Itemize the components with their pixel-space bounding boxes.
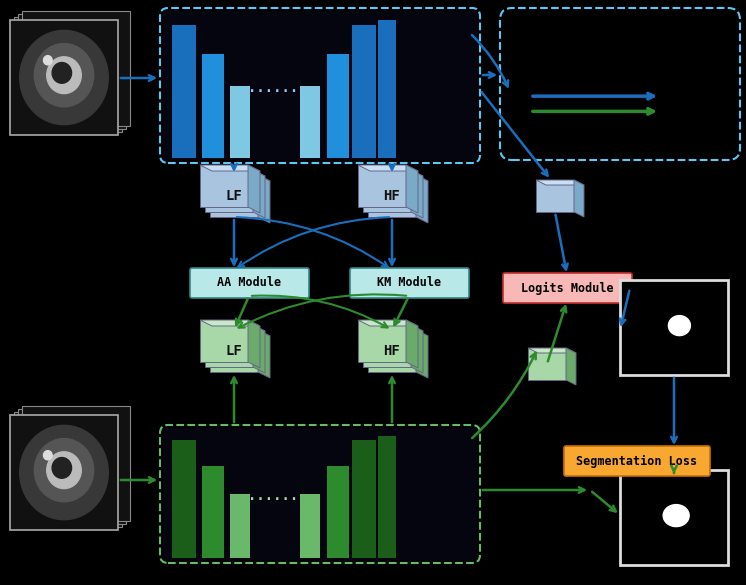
Bar: [205, 325, 253, 367]
Bar: [22, 11, 130, 126]
Polygon shape: [536, 180, 584, 185]
Text: HF: HF: [383, 189, 401, 203]
Bar: [363, 170, 411, 212]
Polygon shape: [205, 325, 265, 331]
Polygon shape: [358, 320, 418, 326]
Text: HF: HF: [383, 344, 401, 358]
Bar: [536, 180, 574, 212]
Bar: [10, 415, 118, 530]
Text: KM Module: KM Module: [377, 277, 442, 290]
Polygon shape: [566, 348, 576, 385]
Bar: [200, 165, 248, 207]
Bar: [528, 348, 566, 380]
Polygon shape: [258, 330, 270, 378]
Bar: [620, 470, 728, 565]
Polygon shape: [406, 165, 418, 213]
Bar: [368, 330, 416, 372]
Ellipse shape: [34, 439, 94, 502]
Ellipse shape: [663, 505, 689, 526]
Polygon shape: [210, 175, 270, 181]
Ellipse shape: [43, 56, 52, 65]
Bar: [163, 428, 477, 560]
Bar: [210, 330, 258, 372]
Bar: [378, 20, 396, 158]
Bar: [358, 165, 406, 207]
Bar: [327, 54, 349, 158]
Bar: [378, 436, 396, 558]
Bar: [358, 320, 406, 362]
Polygon shape: [248, 320, 260, 368]
Bar: [300, 494, 320, 558]
Bar: [22, 406, 130, 521]
Ellipse shape: [47, 452, 81, 488]
Text: ......: ......: [248, 81, 298, 95]
Bar: [172, 25, 196, 158]
Polygon shape: [406, 320, 418, 368]
Bar: [202, 54, 224, 158]
Polygon shape: [205, 170, 265, 176]
Bar: [210, 175, 258, 217]
Ellipse shape: [47, 57, 81, 94]
Polygon shape: [210, 330, 270, 336]
Polygon shape: [358, 165, 418, 171]
Ellipse shape: [19, 425, 108, 519]
FancyBboxPatch shape: [503, 273, 632, 303]
Polygon shape: [574, 180, 584, 217]
Text: Segmentation Loss: Segmentation Loss: [577, 455, 698, 467]
Text: LF: LF: [225, 189, 242, 203]
Text: ......: ......: [248, 489, 298, 503]
Polygon shape: [411, 170, 423, 218]
Bar: [230, 85, 250, 158]
Text: AA Module: AA Module: [217, 277, 281, 290]
Polygon shape: [253, 170, 265, 218]
Bar: [200, 320, 248, 362]
Ellipse shape: [668, 315, 690, 336]
Ellipse shape: [52, 63, 72, 83]
Bar: [202, 466, 224, 558]
Bar: [620, 280, 728, 375]
Bar: [327, 466, 349, 558]
Polygon shape: [368, 330, 428, 336]
Polygon shape: [200, 165, 260, 171]
Polygon shape: [253, 325, 265, 373]
Ellipse shape: [19, 30, 108, 125]
Polygon shape: [200, 320, 260, 326]
Polygon shape: [528, 348, 576, 353]
Bar: [163, 11, 477, 160]
Ellipse shape: [34, 43, 94, 107]
Bar: [352, 25, 376, 158]
Bar: [352, 441, 376, 558]
Bar: [300, 85, 320, 158]
Bar: [172, 441, 196, 558]
FancyBboxPatch shape: [564, 446, 710, 476]
Bar: [14, 17, 122, 132]
Bar: [18, 14, 126, 129]
Polygon shape: [368, 175, 428, 181]
Polygon shape: [411, 325, 423, 373]
Text: LF: LF: [225, 344, 242, 358]
Ellipse shape: [52, 457, 72, 479]
Text: Logits Module: Logits Module: [521, 281, 614, 294]
Bar: [363, 325, 411, 367]
Bar: [14, 412, 122, 527]
Polygon shape: [363, 170, 423, 176]
Polygon shape: [416, 330, 428, 378]
FancyBboxPatch shape: [190, 268, 309, 298]
FancyBboxPatch shape: [350, 268, 469, 298]
Polygon shape: [258, 175, 270, 223]
Polygon shape: [363, 325, 423, 331]
Bar: [368, 175, 416, 217]
Bar: [205, 170, 253, 212]
Ellipse shape: [43, 450, 52, 460]
Polygon shape: [416, 175, 428, 223]
Bar: [230, 494, 250, 558]
Bar: [10, 20, 118, 135]
Polygon shape: [248, 165, 260, 213]
Bar: [18, 409, 126, 524]
